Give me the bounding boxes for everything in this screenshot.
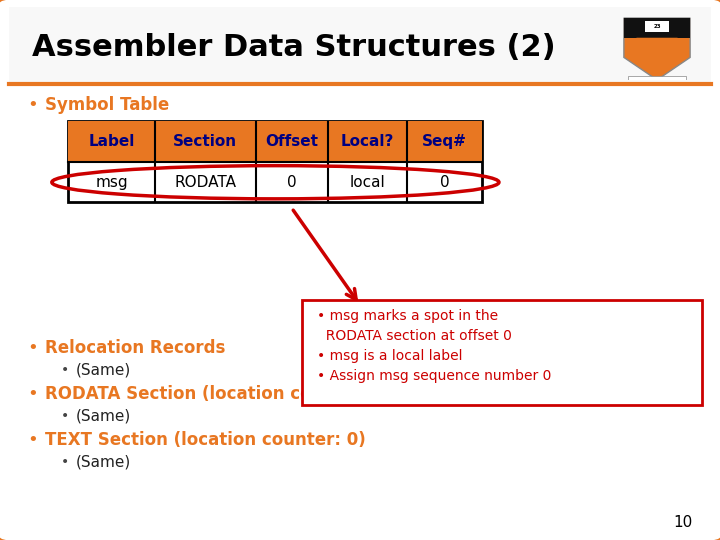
Text: (Same): (Same) bbox=[76, 362, 131, 377]
Text: Section: Section bbox=[173, 134, 238, 149]
Text: •: • bbox=[61, 363, 69, 377]
Text: 0: 0 bbox=[440, 175, 449, 190]
Text: Local?: Local? bbox=[341, 134, 394, 149]
Text: Assembler Data Structures (2): Assembler Data Structures (2) bbox=[32, 33, 556, 62]
Text: Seq#: Seq# bbox=[422, 134, 467, 149]
Text: Label: Label bbox=[89, 134, 135, 149]
Text: •: • bbox=[61, 455, 69, 469]
Bar bbox=[68, 122, 482, 162]
Text: •: • bbox=[27, 385, 38, 403]
Bar bbox=[9, 7, 711, 84]
Text: • msg marks a spot in the
  RODATA section at offset 0
• msg is a local label
• : • msg marks a spot in the RODATA section… bbox=[317, 309, 552, 383]
Text: •: • bbox=[27, 431, 38, 449]
Text: TEXT Section (location counter: 0): TEXT Section (location counter: 0) bbox=[45, 431, 366, 449]
Text: 0: 0 bbox=[287, 175, 297, 190]
Text: 10: 10 bbox=[673, 515, 693, 530]
Text: (Same): (Same) bbox=[76, 454, 131, 469]
Text: (Same): (Same) bbox=[76, 408, 131, 423]
Text: RODATA: RODATA bbox=[174, 175, 236, 190]
Text: •: • bbox=[61, 409, 69, 423]
Text: local: local bbox=[349, 175, 385, 190]
Bar bbox=[68, 122, 482, 202]
Text: •: • bbox=[27, 339, 38, 357]
Text: •: • bbox=[27, 96, 38, 114]
Text: Relocation Records: Relocation Records bbox=[45, 339, 226, 357]
Text: msg: msg bbox=[95, 175, 128, 190]
Text: Symbol Table: Symbol Table bbox=[45, 96, 170, 114]
Text: Offset: Offset bbox=[265, 134, 318, 149]
FancyBboxPatch shape bbox=[302, 300, 702, 405]
Text: RODATA Section (location counter: 0): RODATA Section (location counter: 0) bbox=[45, 385, 395, 403]
